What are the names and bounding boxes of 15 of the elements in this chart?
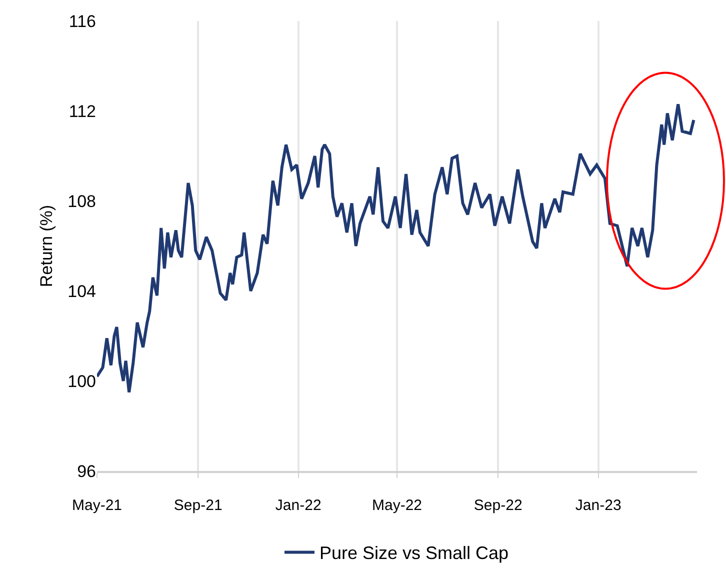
x-tick-label: May-21: [72, 497, 122, 514]
y-tick-label: 100: [68, 372, 96, 391]
y-tick-label: 96: [77, 462, 96, 481]
y-axis-title: Return (%): [37, 204, 56, 288]
y-tick-label: 108: [68, 192, 96, 211]
y-tick-label: 116: [68, 12, 96, 31]
x-tick-label: Jan-23: [575, 497, 622, 514]
x-tick-label: May-22: [372, 497, 422, 514]
line-series: [97, 102, 696, 394]
x-tick-label: Sep-21: [174, 497, 222, 514]
x-tick-label: Jan-22: [275, 497, 322, 514]
y-tick-label: 112: [68, 102, 96, 121]
y-tick-label: 104: [68, 282, 96, 301]
legend-label: Pure Size vs Small Cap: [320, 543, 509, 564]
x-tick-label: Sep-22: [474, 497, 522, 514]
